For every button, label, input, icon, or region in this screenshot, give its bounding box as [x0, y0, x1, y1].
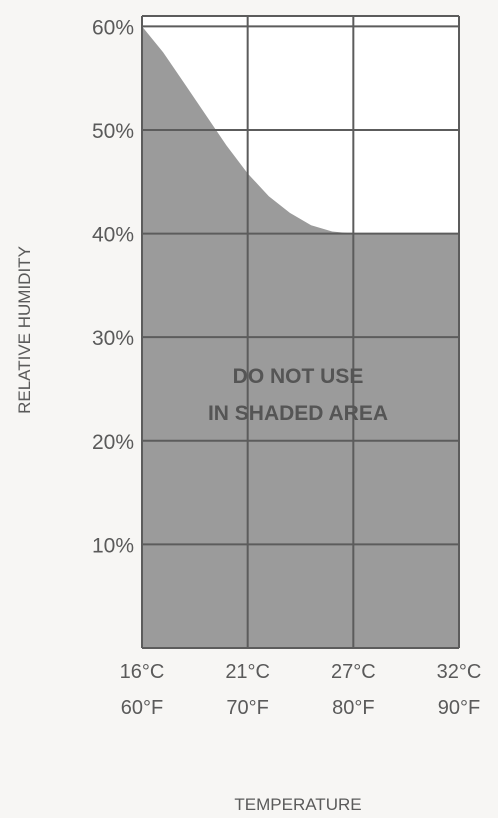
y-tick-label-3: 40%	[92, 224, 134, 247]
grid	[141, 15, 460, 649]
x-tick-celsius-3: 32°C	[437, 661, 482, 683]
y-tick-label-5: 60%	[92, 16, 134, 39]
y-tick-label-0: 10%	[92, 534, 134, 557]
annotation-line-2: IN SHADED AREA	[208, 402, 388, 425]
annotation-line-1: DO NOT USE	[233, 365, 364, 388]
x-tick-celsius-1: 21°C	[225, 661, 270, 683]
x-tick-fahrenheit-1: 70°F	[226, 697, 268, 719]
x-tick-fahrenheit-2: 80°F	[332, 697, 374, 719]
y-tick-label-2: 30%	[92, 327, 134, 350]
x-axis-ticks: 16°C 60°F 21°C 70°F 27°C 80°F 32°C 90°F	[120, 661, 482, 719]
x-tick-fahrenheit-3: 90°F	[438, 697, 480, 719]
x-tick-celsius-2: 27°C	[331, 661, 376, 683]
x-tick-celsius-0: 16°C	[120, 661, 165, 683]
y-tick-label-4: 50%	[92, 120, 134, 143]
y-tick-label-1: 20%	[92, 431, 134, 454]
x-tick-fahrenheit-0: 60°F	[121, 697, 163, 719]
y-axis-label: RELATIVE HUMIDITY	[15, 246, 34, 414]
y-axis-ticks: 10% 20% 30% 40% 50% 60%	[92, 16, 134, 557]
plot-area	[142, 16, 459, 648]
x-axis-label: TEMPERATURE	[234, 795, 361, 814]
